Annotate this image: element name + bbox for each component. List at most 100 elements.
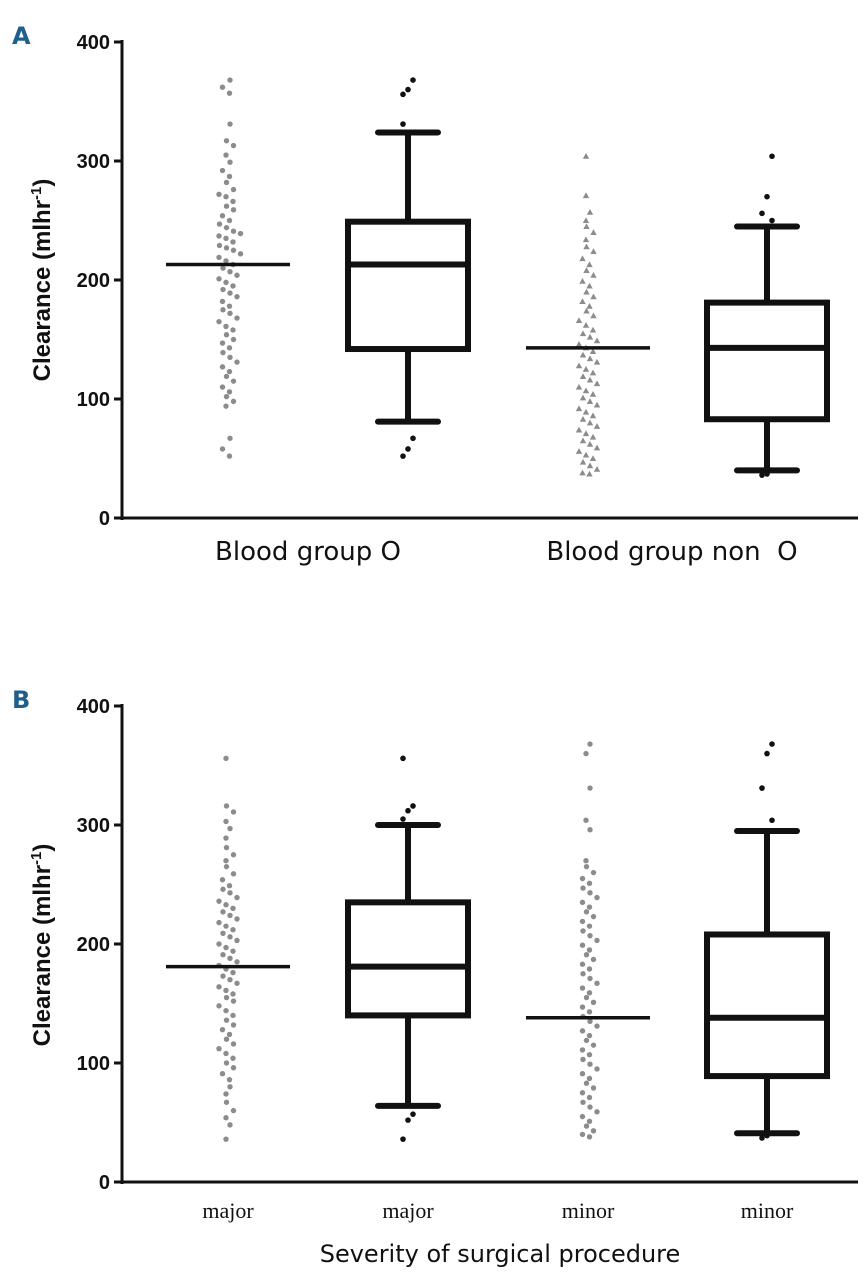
panel-a-scatter-point: [575, 426, 583, 433]
panel-b-scatter-point: [583, 1037, 590, 1044]
panel-b-scatter-point: [216, 919, 222, 926]
panel-b-scatter-point: [230, 1055, 236, 1061]
panel-a-scatter-point: [579, 469, 586, 476]
panel-a-scatter-point: [230, 207, 237, 213]
panel-b-scatter-point: [583, 994, 590, 1001]
panel-a-scatter-point: [223, 403, 229, 409]
panel-b-scatter-point: [587, 741, 593, 747]
panel-a-scatter-point: [590, 272, 597, 278]
panel-b-scatter-point: [587, 890, 593, 896]
panel-a-scatter-point: [234, 359, 240, 365]
panel-a-scatter-point: [579, 437, 587, 444]
panel-a-scatter-point: [579, 416, 587, 422]
panel-b-scatter-point: [230, 969, 236, 976]
panel-b-scatter-point: [227, 955, 233, 961]
panel-a-scatter-point: [230, 247, 237, 253]
panel-a-scatter-point: [582, 153, 590, 159]
panel-b-scatter-point: [586, 966, 593, 972]
panel-a-scatter-point: [226, 173, 233, 180]
panel-a-scatter-point: [234, 293, 240, 300]
panel-b-x-tick-label: major: [382, 1198, 434, 1223]
panel-b-scatter-point: [220, 952, 226, 958]
panel-b-scatter-point: [580, 1099, 586, 1105]
panel-a-scatter-point: [223, 393, 230, 400]
panel-b-scatter-point: [234, 894, 240, 901]
panel-b-x-tick-label: major: [202, 1198, 254, 1223]
panel-b-scatter-point: [223, 944, 229, 951]
panel-b-scatter-point: [587, 975, 593, 982]
panel-b-scatter-point: [590, 999, 597, 1006]
panel-a-scatter-point: [589, 455, 597, 462]
panel-b-outlier-point: [759, 785, 765, 791]
panel-a-scatter-point: [219, 446, 226, 452]
panel-b-scatter-point: [587, 1104, 593, 1110]
panel-a-scatter-point: [237, 251, 244, 257]
panel-b-scatter-point: [230, 905, 236, 911]
panel-a-scatter-point: [226, 217, 233, 224]
panel-a-y-tick-label: 400: [77, 32, 110, 54]
panel-a-scatter-point: [219, 167, 226, 174]
panel-a-scatter-point: [223, 152, 229, 158]
panel-b-scatter-point: [590, 956, 597, 963]
panel-b-scatter-point: [579, 1028, 586, 1034]
panel-b-scatter-point: [223, 755, 229, 762]
panel-a-scatter-point: [230, 142, 237, 149]
panel-a-scatter-point: [586, 355, 594, 362]
panel-b-scatter-point: [594, 894, 600, 901]
panel-b-scatter-point: [586, 904, 593, 910]
panel-b-scatter-point: [223, 1136, 229, 1142]
panel-b-scatter-point: [590, 1042, 597, 1048]
panel-a-scatter-point: [230, 186, 237, 193]
panel-a-scatter-point: [227, 159, 233, 165]
panel-b-scatter-point: [234, 937, 240, 944]
panel-b-scatter-point: [216, 898, 222, 904]
panel-a-scatter-point: [593, 401, 601, 408]
panel-b-scatter-point: [227, 825, 233, 832]
panel-b-scatter-point: [230, 991, 236, 997]
panel-b-scatter-point: [579, 985, 586, 991]
panel-a-outlier-point: [759, 472, 765, 478]
panel-a-scatter-point: [582, 430, 590, 437]
panel-b-scatter-point: [580, 885, 586, 891]
panel-a-y-axis-label: Clearance (mlhr-1): [28, 179, 56, 382]
panel-b-scatter-point: [594, 1066, 600, 1072]
panel-b-scatter-point: [223, 923, 229, 929]
panel-b-scatter-point: [223, 858, 229, 864]
panel-b-data: [166, 741, 830, 1142]
panel-a-scatter-point: [575, 448, 583, 454]
panel-a-scatter-point: [589, 391, 597, 397]
panel-b-scatter-point: [586, 1075, 593, 1082]
panel-b-scatter-point: [230, 852, 237, 858]
panel-a-scatter-point: [237, 230, 244, 237]
panel-a-scatter-point: [593, 380, 601, 387]
panel-b-scatter-point: [230, 1012, 236, 1019]
panel-a-scatter-point: [583, 267, 590, 274]
panel-b-scatter-point: [590, 1085, 597, 1091]
panel-a-scatter-point: [589, 369, 597, 376]
panel-a-scatter-point: [579, 458, 587, 465]
panel-a-scatter-point: [582, 236, 590, 243]
panel-b-scatter-point: [579, 1071, 586, 1077]
panel-a-outlier-point: [405, 86, 411, 93]
panel-b-x-tick-label: minor: [562, 1198, 615, 1223]
panel-a-scatter-point: [586, 441, 594, 447]
panel-a-scatter-point: [582, 322, 590, 328]
panel-b-scatter-point: [583, 952, 590, 958]
panel-letter-a: A: [12, 22, 31, 50]
panel-b-scatter-point: [583, 863, 590, 870]
panel-a-scatter-point: [230, 283, 236, 289]
panel-b-scatter-point: [579, 961, 586, 967]
panel-a-scatter-point: [230, 336, 237, 343]
panel-a-scatter-point: [216, 242, 223, 249]
panel-a-x-tick-label: Blood group non O: [546, 537, 797, 567]
panel-b-outlier-point: [400, 1136, 406, 1142]
panel-b-scatter-point: [223, 1050, 229, 1057]
panel-a-scatter-point: [223, 332, 230, 338]
panel-b-scatter-point: [219, 877, 226, 883]
panel-a-scatter-point: [226, 345, 233, 351]
panel-b-scatter-point: [220, 930, 226, 936]
panel-a-scatter-point: [583, 243, 590, 250]
panel-a-scatter-point: [227, 268, 233, 275]
panel-b-scatter-point: [220, 909, 226, 915]
